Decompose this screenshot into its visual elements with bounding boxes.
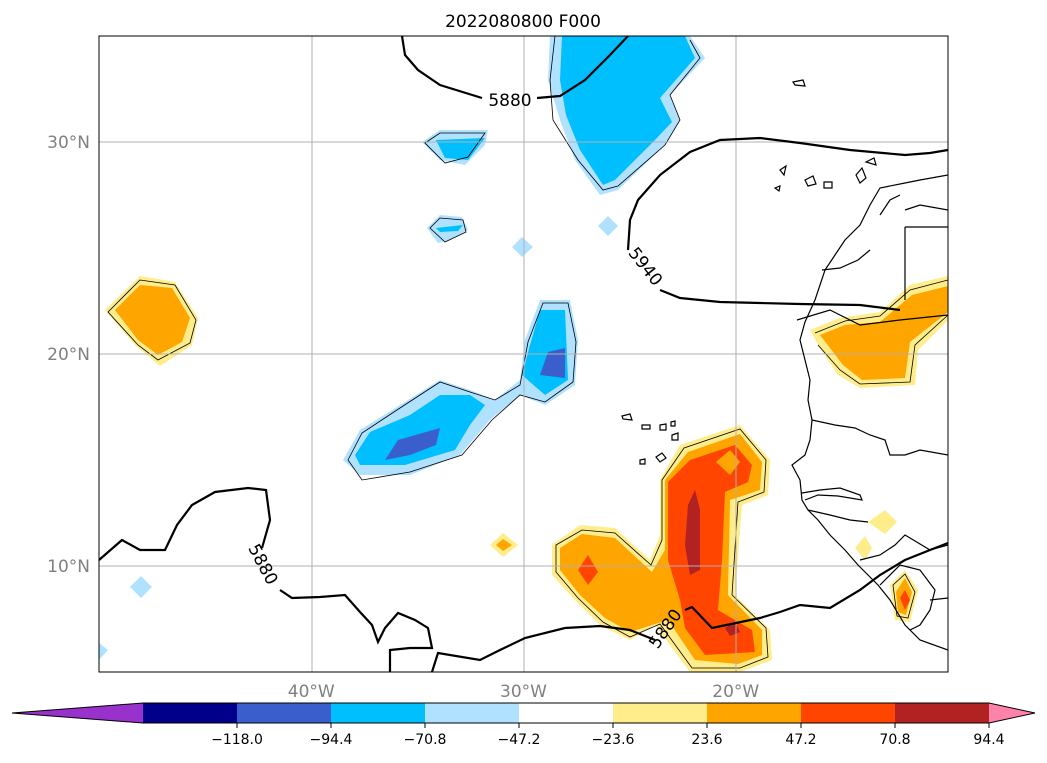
latitude-label: 20°N (47, 345, 90, 365)
colorbar-tick-label: 70.8 (879, 732, 910, 748)
colorbar-segment (237, 703, 332, 723)
colorbar-tick-label: −47.2 (498, 732, 541, 748)
colorbar: −118.0 −94.4 −70.8 −47.2 −23.6 23.6 47.2 70.8 94… (11, 702, 1036, 748)
colorbar-extend-low (12, 703, 143, 723)
longitude-label: 30°W (500, 682, 547, 702)
chart-title: 2022080800 F000 (445, 12, 601, 32)
height-contours (99, 36, 948, 672)
colorbar-segment (425, 703, 520, 723)
colorbar-segment (143, 703, 238, 723)
latitude-labels: 30°N 20°N 10°N (47, 133, 90, 577)
colorbar-segment (801, 703, 896, 723)
coastlines (621, 79, 948, 651)
positive-anomaly-shading (105, 276, 948, 672)
latitude-label: 10°N (47, 557, 90, 577)
colorbar-tick-label: 23.6 (691, 732, 722, 748)
latitude-label: 30°N (47, 133, 90, 153)
colorbar-tick-label: −70.8 (404, 732, 447, 748)
colorbar-segment (895, 703, 990, 723)
colorbar-tick-label: −94.4 (310, 732, 353, 748)
colorbar-tick-label: 47.2 (785, 732, 816, 748)
colorbar-segment (613, 703, 708, 723)
colorbar-tick-label: −23.6 (592, 732, 635, 748)
contour-label: 5880 (243, 541, 281, 589)
contour-label: 5940 (624, 244, 666, 290)
longitude-label: 20°W (712, 682, 759, 702)
colorbar-extend-high (989, 703, 1035, 723)
contour-label: 5880 (488, 91, 531, 111)
colorbar-segment (519, 703, 614, 723)
map-area: 5880 5940 5880 5880 (99, 36, 948, 672)
map-frame (98, 35, 949, 673)
colorbar-segment (707, 703, 802, 723)
longitude-label: 40°W (288, 682, 335, 702)
colorbar-tick-label: 94.4 (973, 732, 1004, 748)
colorbar-tick-label: −118.0 (211, 732, 263, 748)
anomaly-outlines (107, 36, 948, 669)
negative-anomaly-shading (99, 36, 705, 660)
colorbar-segment (331, 703, 426, 723)
longitude-labels: 40°W 30°W 20°W (288, 682, 760, 702)
gridlines (99, 36, 948, 672)
